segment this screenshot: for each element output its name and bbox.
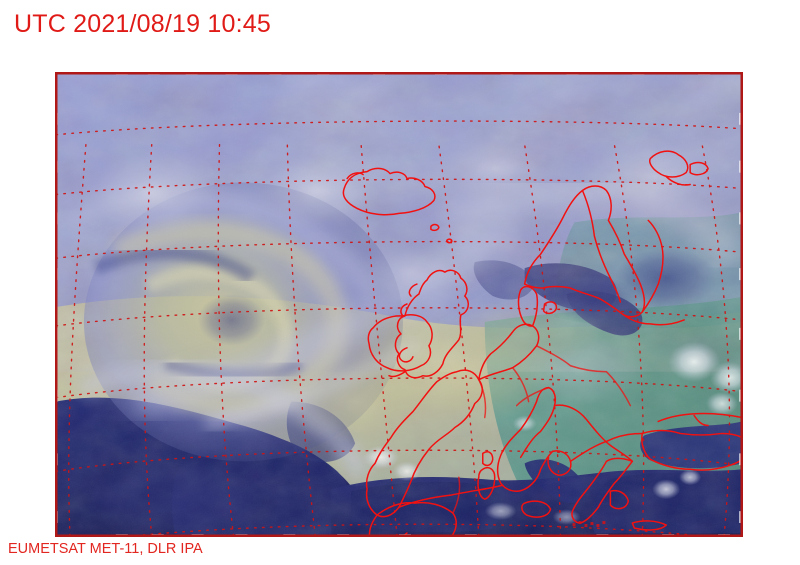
- satellite-image: [56, 73, 742, 536]
- image-caption: EUMETSAT MET-11, DLR IPA: [8, 538, 428, 560]
- coastlines: [342, 150, 742, 536]
- map-annotation-speckle: [572, 521, 606, 528]
- page-title: UTC 2021/08/19 10:45: [14, 4, 514, 44]
- satellite-image-frame: [55, 72, 743, 537]
- image-border: [56, 73, 742, 536]
- timestamp-label: UTC 2021/08/19 10:45: [14, 9, 271, 38]
- graticule: [56, 120, 742, 536]
- source-attribution-label: EUMETSAT MET-11, DLR IPA: [8, 541, 203, 557]
